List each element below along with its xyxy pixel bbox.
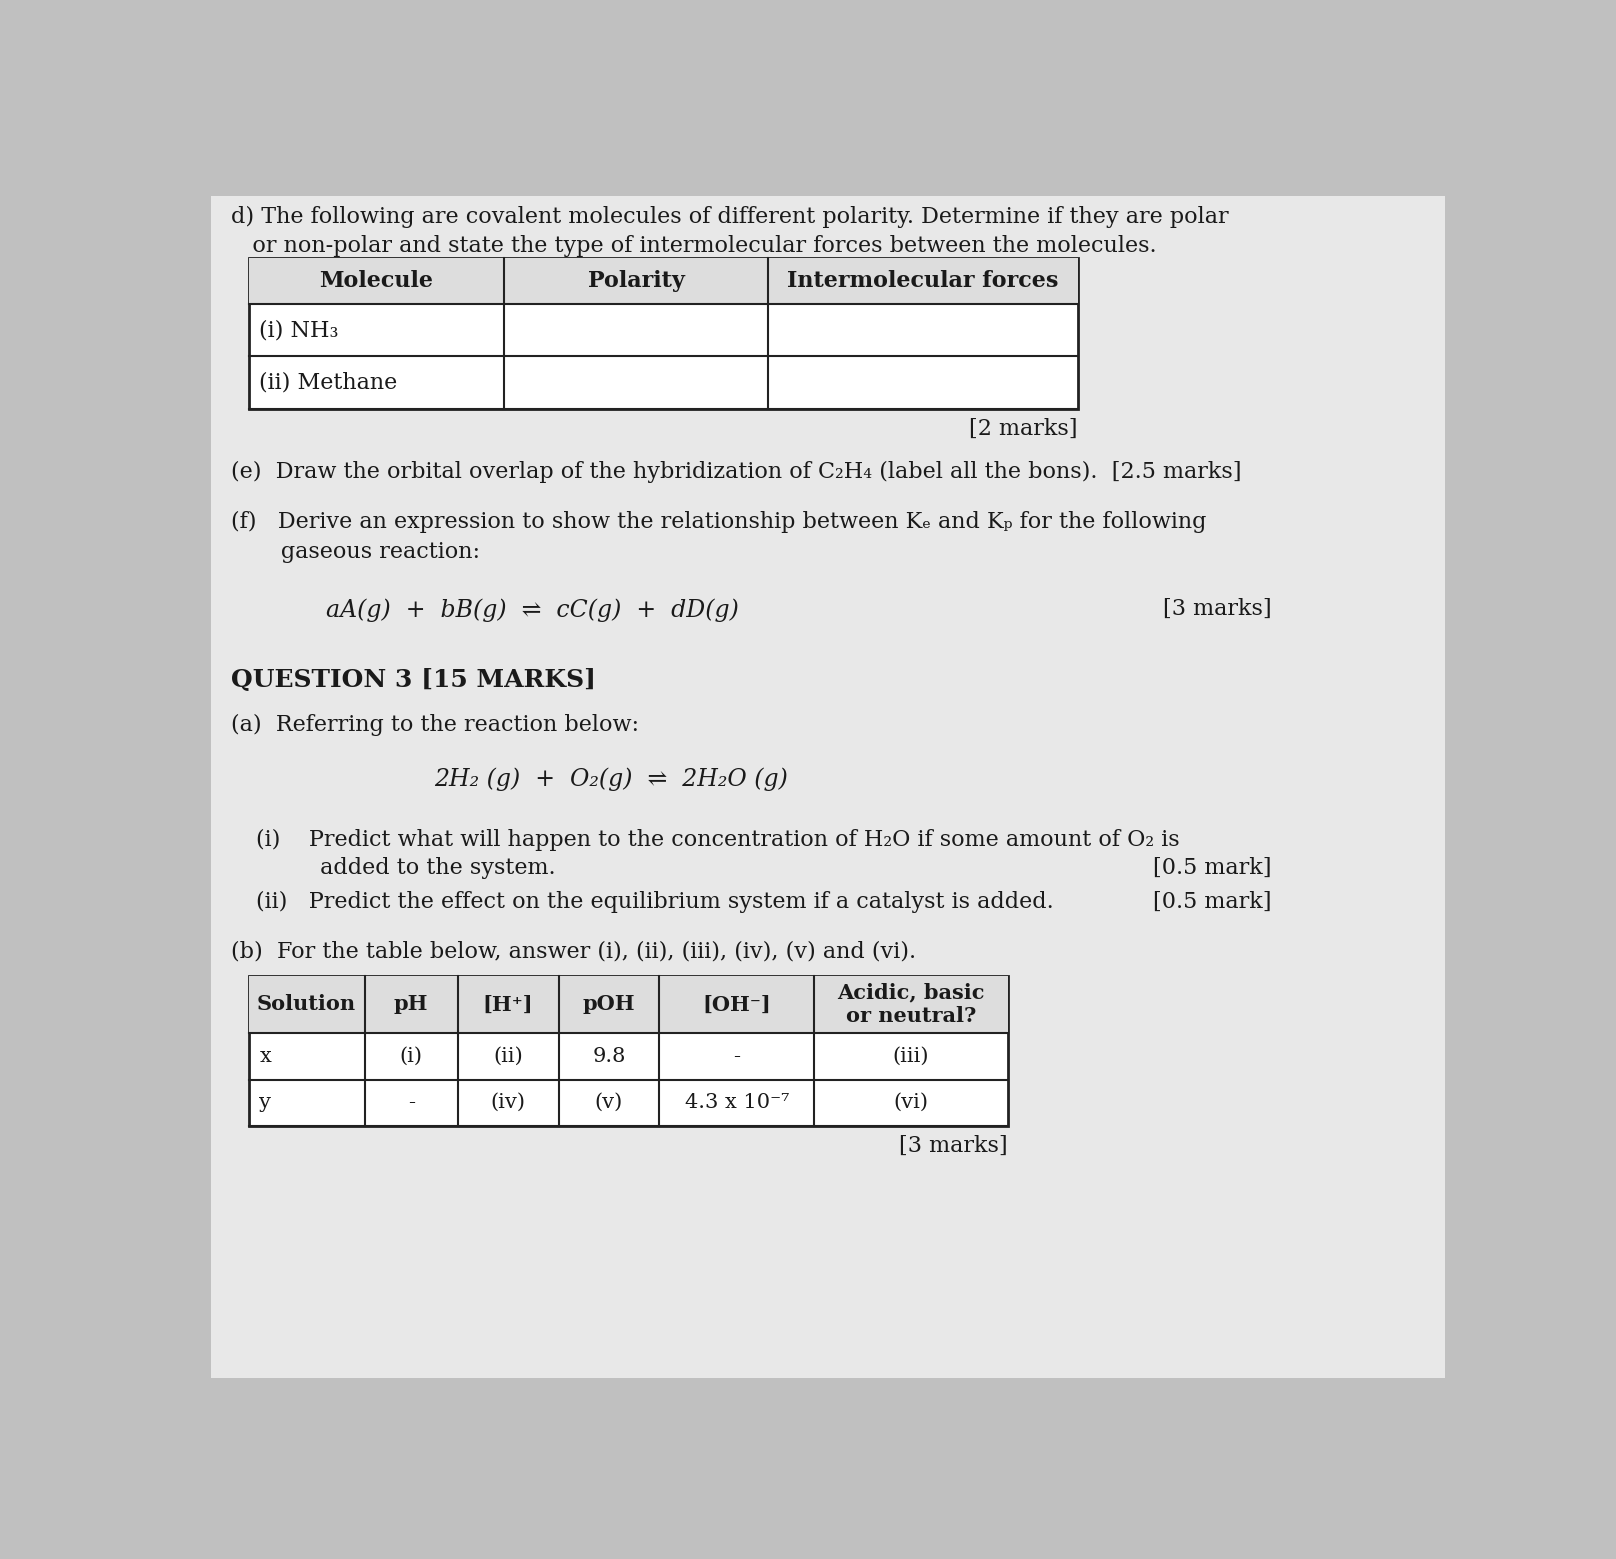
Text: gaseous reaction:: gaseous reaction: [231,541,480,563]
Text: QUESTION 3 [15 MARKS]: QUESTION 3 [15 MARKS] [231,667,596,692]
Text: 2H₂ (g)  +  O₂(g)  ⇌  2H₂O (g): 2H₂ (g) + O₂(g) ⇌ 2H₂O (g) [435,767,789,790]
Bar [249,976,1008,1126]
Text: (i) NH₃: (i) NH₃ [259,320,339,341]
Text: y: y [259,1093,271,1112]
Bar [249,257,1078,408]
Text: (ii): (ii) [493,1048,524,1066]
Text: (i)    Predict what will happen to the concentration of H₂O if some amount of O₂: (i) Predict what will happen to the conc… [257,829,1180,851]
Bar [249,976,1008,1034]
Text: x: x [259,1048,271,1066]
Text: [0.5 mark]: [0.5 mark] [1152,890,1272,914]
Text: Solution: Solution [257,995,356,1015]
Text: (ii) Methane: (ii) Methane [259,371,398,394]
Text: Acidic, basic
or neutral?: Acidic, basic or neutral? [837,982,984,1026]
Text: pH: pH [394,995,428,1015]
Text: Polarity: Polarity [588,270,685,292]
Text: 9.8: 9.8 [591,1048,625,1066]
Text: (e)  Draw the orbital overlap of the hybridization of C₂H₄ (label all the bon⁠s): (e) Draw the orbital overlap of the hybr… [231,461,1243,483]
Text: (iv): (iv) [491,1093,525,1112]
Text: (v): (v) [595,1093,624,1112]
Text: added to the system.: added to the system. [257,857,556,879]
Text: [H⁺]: [H⁺] [483,995,533,1015]
Text: (ii)   Predict the effect on the equilibrium system if a catalyst is added.: (ii) Predict the effect on the equilibri… [257,890,1054,914]
Text: (i): (i) [399,1048,423,1066]
Text: [OH⁻]: [OH⁻] [703,995,771,1015]
Text: (iii): (iii) [894,1048,929,1066]
Text: [2 marks]: [2 marks] [970,418,1078,440]
Text: -: - [734,1048,740,1066]
Text: (f)   Derive an expression to show the relationship between Kₑ and Kₚ for the fo: (f) Derive an expression to show the rel… [231,511,1207,533]
Text: aA(g)  +  bB(g)  ⇌  cC(g)  +  dD(g): aA(g) + bB(g) ⇌ cC(g) + dD(g) [326,599,739,622]
Text: (vi): (vi) [894,1093,929,1112]
Text: d) The following are covalent molecules of different polarity. Determine if they: d) The following are covalent molecules … [231,206,1230,228]
Text: [3 marks]: [3 marks] [900,1135,1008,1157]
Text: or non-polar and state the type of intermolecular forces between the molecules.: or non-polar and state the type of inter… [231,235,1157,257]
Text: -: - [407,1093,415,1112]
Text: Intermolecular forces: Intermolecular forces [787,270,1058,292]
Text: 4.3 x 10⁻⁷: 4.3 x 10⁻⁷ [685,1093,789,1112]
Text: [3 marks]: [3 marks] [1164,599,1272,620]
Text: (a)  Referring to the reaction below:: (a) Referring to the reaction below: [231,714,640,736]
Text: pOH: pOH [582,995,635,1015]
Text: [0.5 mark]: [0.5 mark] [1152,857,1272,879]
Bar [249,257,1078,304]
Text: Molecule: Molecule [320,270,433,292]
Text: (b)  For the table below, answer (i), (ii), (iii), (iv), (v) and (vi).: (b) For the table below, answer (i), (ii… [231,942,916,963]
